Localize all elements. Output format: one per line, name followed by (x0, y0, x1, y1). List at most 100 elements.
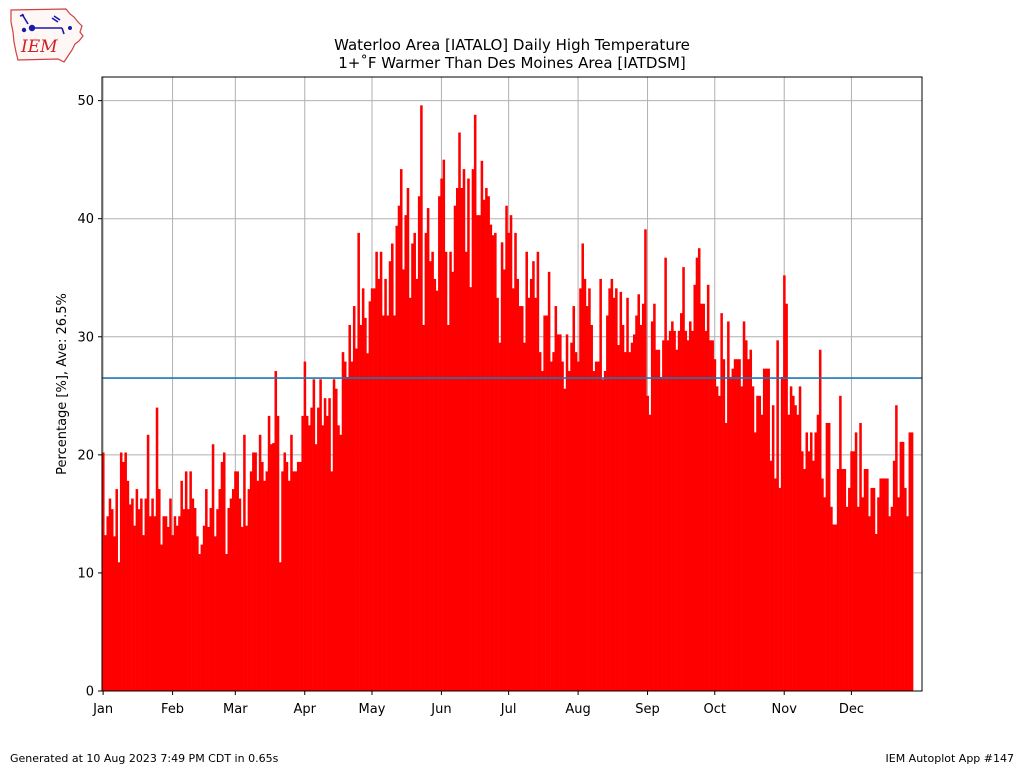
bar (568, 371, 571, 691)
bar (895, 405, 898, 691)
bar (892, 460, 896, 691)
bar (384, 278, 387, 691)
bar (509, 215, 513, 691)
bar (467, 178, 470, 692)
bar (236, 471, 239, 691)
bar (590, 324, 593, 691)
bar (682, 267, 685, 691)
bar (301, 415, 304, 691)
bar (606, 315, 609, 691)
bar (458, 132, 461, 691)
bar (180, 480, 183, 691)
bar (825, 422, 829, 691)
bar (460, 187, 464, 691)
bar (760, 414, 764, 691)
bar (529, 278, 533, 691)
bar (890, 506, 894, 691)
bar (597, 361, 600, 691)
bar (718, 395, 721, 691)
bar (576, 361, 580, 691)
autoplot-app-label: IEM Autoplot App #147 (885, 752, 1015, 765)
bar (449, 251, 452, 691)
bar (178, 516, 181, 691)
bar (433, 278, 437, 691)
bar (617, 345, 620, 691)
bar (538, 352, 542, 691)
bar (541, 371, 544, 691)
bar (776, 340, 779, 691)
bar (184, 471, 188, 691)
bar (680, 313, 683, 691)
bars-layer (102, 105, 914, 692)
bar (406, 187, 410, 691)
bar (166, 526, 170, 691)
bar (514, 232, 517, 691)
bar (471, 169, 475, 692)
bar (485, 187, 488, 691)
bar (368, 301, 372, 691)
bar (411, 243, 414, 691)
bar (189, 471, 192, 691)
bar (848, 487, 851, 691)
bar (626, 297, 629, 691)
bar (906, 516, 909, 691)
bar (720, 313, 723, 691)
bar (581, 243, 584, 691)
bar (220, 461, 224, 691)
bar (462, 169, 466, 692)
bar (697, 248, 701, 691)
bar (874, 533, 878, 691)
bar (350, 361, 354, 691)
bar (821, 478, 824, 691)
bar (807, 451, 811, 691)
bar (476, 215, 479, 691)
bar (424, 232, 428, 691)
bar (635, 315, 638, 691)
bar (153, 516, 157, 691)
bar (438, 196, 441, 691)
bar (520, 306, 524, 691)
bar (715, 386, 719, 691)
bar (628, 352, 632, 691)
x-tick-label: Nov (772, 702, 798, 717)
bar (756, 395, 759, 691)
bar (615, 288, 618, 691)
bar (267, 415, 271, 691)
bar (408, 297, 412, 691)
bar (225, 554, 228, 691)
bar (447, 324, 450, 691)
bar (724, 422, 728, 691)
bar (117, 562, 121, 691)
bar (346, 376, 349, 691)
bar (585, 306, 589, 691)
bar (263, 480, 266, 691)
bar (877, 497, 880, 691)
bar (780, 376, 784, 691)
bar (659, 376, 663, 691)
bar (377, 278, 381, 691)
bar (536, 251, 540, 691)
bar (137, 509, 141, 691)
bar (227, 507, 231, 691)
bar (655, 349, 658, 691)
bar (872, 487, 876, 691)
bar (818, 349, 822, 691)
bar (798, 386, 802, 691)
bar (650, 321, 654, 691)
bar (532, 261, 535, 691)
bar (375, 251, 378, 691)
bar (149, 516, 152, 691)
bar (693, 284, 697, 691)
bar (151, 498, 154, 691)
bar (783, 275, 786, 691)
bar (391, 243, 394, 691)
bar (778, 487, 782, 691)
bar (870, 487, 874, 691)
bar (352, 306, 356, 691)
bar (745, 340, 748, 691)
bar (426, 208, 430, 692)
bar (816, 414, 820, 691)
bar (579, 288, 582, 691)
bar (169, 498, 172, 691)
bar (500, 242, 504, 692)
